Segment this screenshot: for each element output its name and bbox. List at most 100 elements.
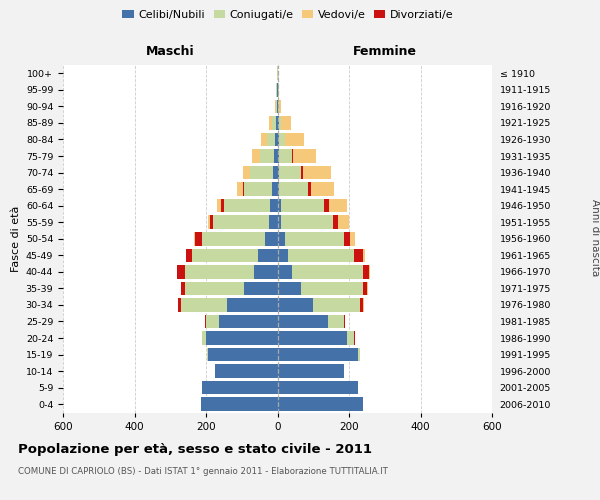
Bar (268, 132, 275, 146)
Bar (208, 216, 209, 229)
Bar (313, 298, 360, 312)
Bar (243, 166, 250, 179)
Bar (292, 149, 293, 163)
Bar (277, 348, 358, 362)
Bar (187, 248, 192, 262)
Bar (261, 132, 268, 146)
Bar (218, 314, 277, 328)
Bar (284, 232, 344, 245)
Bar (355, 248, 364, 262)
Bar (347, 332, 355, 345)
Bar (200, 398, 277, 411)
Bar (206, 332, 277, 345)
Bar (277, 132, 279, 146)
Bar (202, 381, 277, 394)
Bar (293, 149, 316, 163)
Bar (202, 332, 206, 345)
Text: Maschi: Maschi (146, 44, 194, 58)
Bar (269, 216, 277, 229)
Bar (284, 132, 304, 146)
Bar (301, 166, 303, 179)
Bar (278, 116, 281, 130)
Bar (303, 166, 331, 179)
Bar (278, 83, 279, 96)
Bar (277, 216, 281, 229)
Bar (277, 116, 278, 130)
Bar (281, 199, 324, 212)
Bar (277, 282, 301, 295)
Bar (205, 314, 206, 328)
Bar (269, 116, 272, 130)
Bar (279, 149, 292, 163)
Bar (279, 166, 301, 179)
Bar (217, 199, 221, 212)
Bar (364, 282, 367, 295)
Bar (292, 265, 364, 278)
Bar (308, 182, 311, 196)
Bar (360, 298, 364, 312)
Bar (276, 116, 277, 130)
Bar (178, 298, 181, 312)
Bar (181, 298, 227, 312)
Bar (281, 216, 333, 229)
Bar (194, 232, 195, 245)
Bar (338, 216, 349, 229)
Bar (278, 100, 279, 113)
Bar (185, 248, 187, 262)
Bar (277, 265, 292, 278)
Bar (181, 282, 185, 295)
Bar (213, 216, 269, 229)
Bar (329, 199, 347, 212)
Bar (277, 364, 344, 378)
Bar (208, 348, 277, 362)
Bar (324, 199, 329, 212)
Bar (178, 265, 185, 278)
Bar (277, 232, 284, 245)
Bar (221, 199, 224, 212)
Bar (279, 100, 281, 113)
Bar (358, 348, 360, 362)
Bar (276, 100, 277, 113)
Bar (185, 265, 254, 278)
Bar (192, 248, 258, 262)
Bar (277, 332, 347, 345)
Bar (368, 265, 370, 278)
Bar (272, 182, 277, 196)
Bar (207, 348, 208, 362)
Bar (344, 314, 346, 328)
Bar (277, 298, 313, 312)
Bar (277, 149, 279, 163)
Bar (206, 314, 218, 328)
Bar (344, 232, 350, 245)
Text: COMUNE DI CAPRIOLO (BS) - Dati ISTAT 1° gennaio 2011 - Elaborazione TUTTITALIA.I: COMUNE DI CAPRIOLO (BS) - Dati ISTAT 1° … (18, 468, 388, 476)
Bar (202, 232, 265, 245)
Bar (215, 364, 277, 378)
Bar (185, 282, 244, 295)
Bar (277, 182, 279, 196)
Bar (277, 100, 278, 113)
Y-axis label: Fasce di età: Fasce di età (11, 206, 22, 272)
Bar (243, 182, 244, 196)
Bar (350, 232, 355, 245)
Bar (367, 282, 368, 295)
Bar (265, 232, 277, 245)
Bar (301, 282, 364, 295)
Bar (271, 199, 277, 212)
Bar (277, 248, 288, 262)
Bar (277, 166, 279, 179)
Bar (275, 100, 276, 113)
Bar (244, 282, 277, 295)
Bar (274, 149, 277, 163)
Text: Femmine: Femmine (353, 44, 417, 58)
Bar (333, 216, 338, 229)
Bar (209, 216, 213, 229)
Bar (244, 182, 272, 196)
Bar (253, 149, 260, 163)
Bar (279, 132, 284, 146)
Bar (258, 248, 277, 262)
Bar (364, 265, 368, 278)
Bar (311, 182, 334, 196)
Bar (277, 398, 364, 411)
Bar (227, 298, 277, 312)
Bar (279, 182, 308, 196)
